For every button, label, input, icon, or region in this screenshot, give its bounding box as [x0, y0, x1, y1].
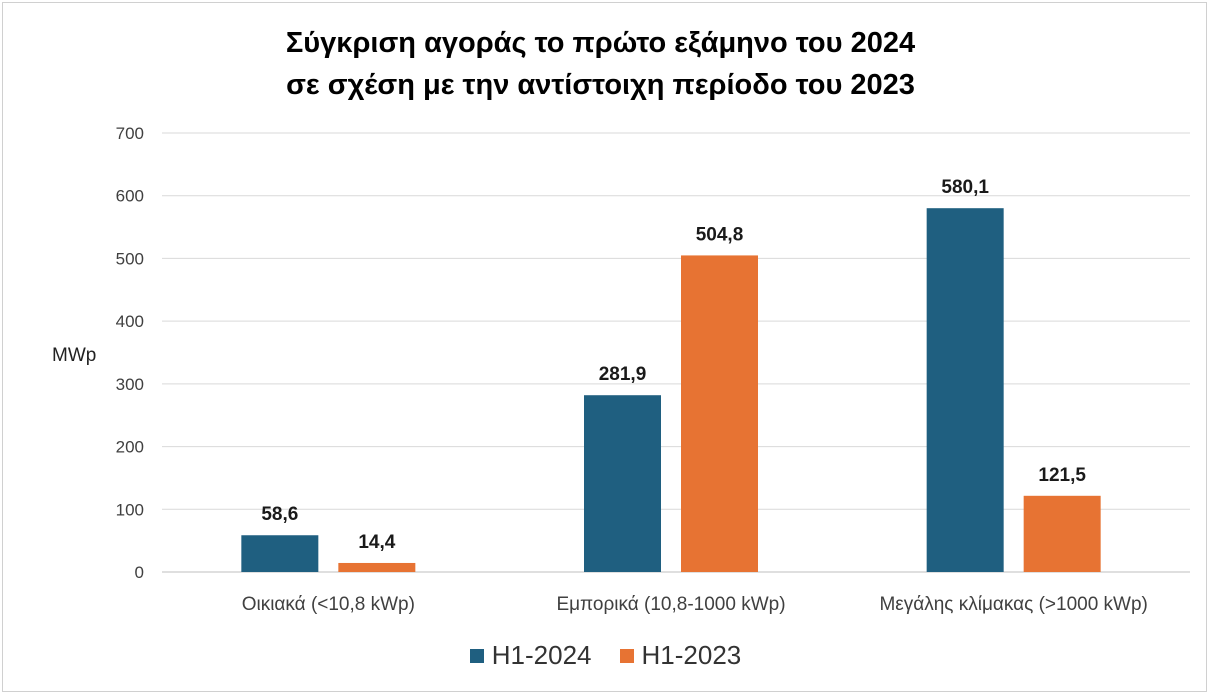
legend-label-h1-2024: H1-2024 [491, 640, 592, 670]
bar-h1-2024-1 [584, 395, 661, 572]
y-tick-label: 300 [116, 375, 144, 394]
bar-h1-2024-0 [241, 535, 319, 572]
legend-swatch-h1-2023 [619, 648, 634, 663]
y-tick-label: 0 [135, 563, 144, 582]
legend-item-h1-2024: H1-2024 [469, 640, 592, 671]
bar-h1-2023-2 [1023, 495, 1101, 572]
y-tick-label: 200 [116, 438, 144, 457]
y-tick-label: 500 [116, 249, 144, 268]
data-label: 121,5 [1038, 465, 1086, 486]
chart-title-line-2: σε σχέση με την αντίστοιχη περίοδο του 2… [286, 69, 915, 101]
y-tick-label: 600 [116, 187, 144, 206]
y-tick-label: 400 [116, 312, 144, 331]
category-label: Μεγάλης κλίμακας (>1000 kWp) [879, 594, 1147, 615]
data-label: 281,9 [599, 364, 647, 385]
y-tick-label: 100 [116, 500, 144, 519]
data-label: 58,6 [261, 504, 298, 525]
legend-swatch-h1-2024 [469, 648, 484, 663]
bar-h1-2024-2 [926, 208, 1004, 572]
y-axis-label: MWp [52, 345, 97, 366]
category-label: Εμπορικά (10,8-1000 kWp) [556, 594, 785, 615]
bar-h1-2023-0 [338, 562, 416, 572]
y-tick-label: 700 [116, 124, 144, 143]
bar-h1-2023-1 [681, 255, 758, 573]
legend-label-h1-2023: H1-2023 [641, 640, 742, 670]
legend: H1-2024 H1-2023 [0, 640, 1211, 671]
data-label: 580,1 [941, 177, 989, 198]
legend-item-h1-2023: H1-2023 [619, 640, 742, 671]
chart-title-line-1: Σύγκριση αγοράς το πρώτο εξάμηνο του 202… [285, 27, 916, 59]
data-label: 504,8 [696, 224, 744, 245]
data-label: 14,4 [358, 532, 395, 553]
category-label: Οικιακά (<10,8 kWp) [242, 594, 415, 615]
